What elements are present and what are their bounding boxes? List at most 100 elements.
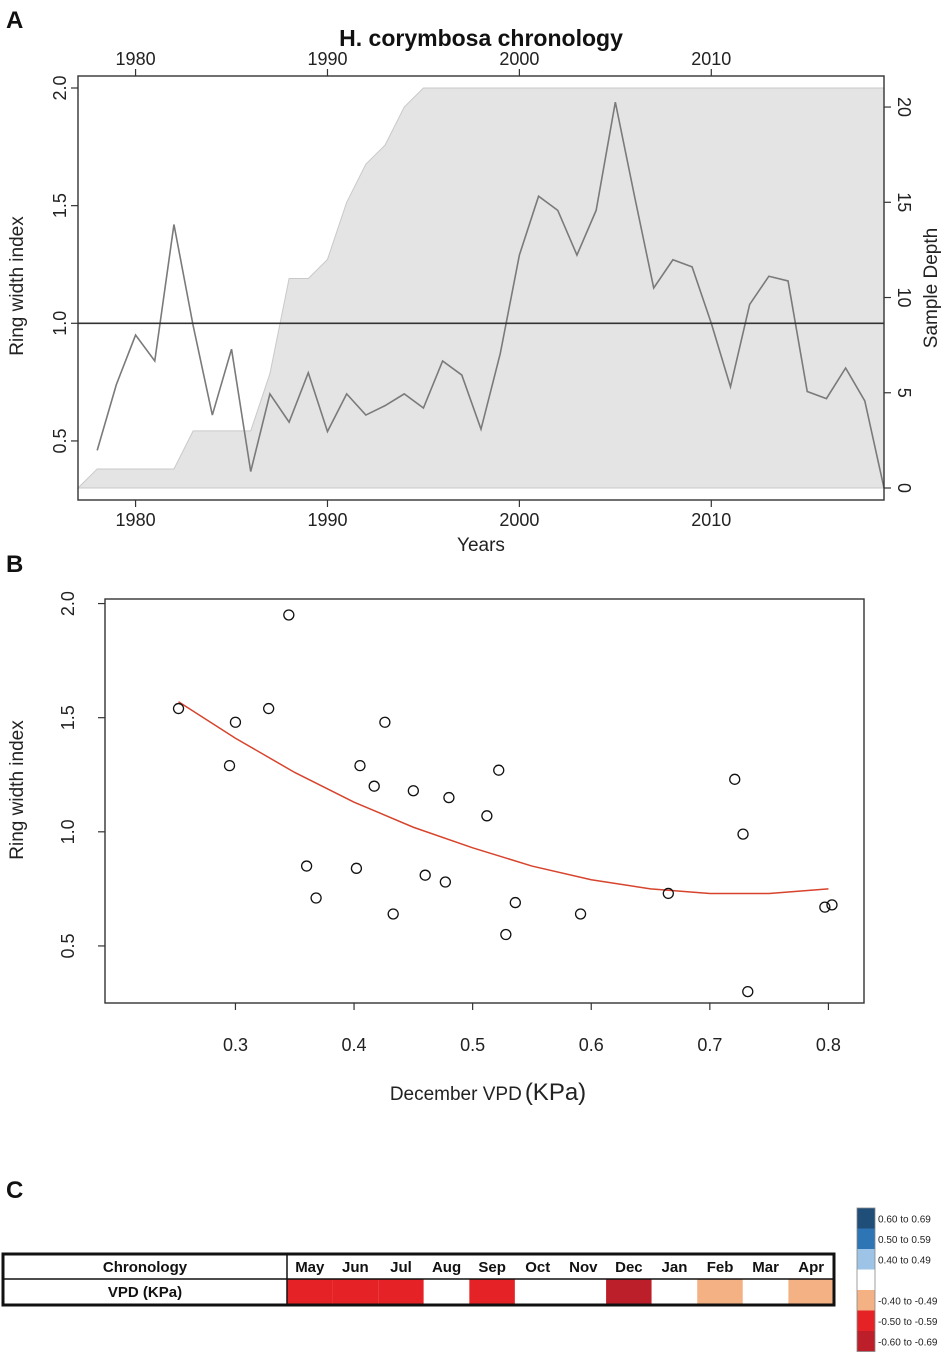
data-point	[500, 928, 512, 941]
panel-c-letter: C	[6, 1177, 23, 1204]
y-tick-label: 1.0	[58, 819, 78, 844]
data-point	[172, 702, 185, 715]
data-point	[283, 609, 295, 621]
vpd-cell	[423, 1279, 470, 1305]
vpd-cell	[469, 1279, 515, 1305]
data-point	[729, 773, 741, 785]
x-tick-label: 0.5	[460, 1035, 485, 1055]
y-axis-label: Ring width index	[7, 720, 28, 860]
y-tick-label: 0.5	[58, 933, 78, 958]
vpd-cell	[742, 1279, 789, 1305]
month-header: Apr	[798, 1259, 824, 1276]
month-header: Jul	[390, 1259, 412, 1276]
month-header: Mar	[752, 1259, 779, 1276]
legend-border	[856, 1207, 876, 1352]
chart-b-frame	[104, 598, 865, 1004]
x-tick-label: 0.6	[579, 1035, 604, 1055]
x-axis: 0.3 0.4 0.5 0.6 0.7 0.8	[223, 1003, 841, 1055]
color-legend: 0.60 to 0.69 0.50 to 0.59 0.40 to 0.49 -0.4…	[856, 1207, 938, 1352]
ring-width-series	[96, 101, 885, 489]
x-tick-label: 2010	[691, 510, 731, 530]
x-tick-label: 1990	[307, 510, 347, 530]
vpd-cell	[788, 1279, 834, 1305]
sample-depth-fill	[76, 87, 885, 489]
data-point	[379, 716, 391, 728]
ring-width-line	[96, 101, 885, 489]
legend-label: 0.50 to 0.59	[878, 1235, 931, 1246]
sample-depth-area	[76, 87, 885, 489]
panel-a: A H. corymbosa chronology 1980 1990 2000 20…	[6, 7, 942, 556]
month-header: Jan	[662, 1259, 688, 1276]
x-axis-bottom: 1980 1990 2000 2010	[116, 500, 731, 530]
legend-swatch	[857, 1249, 875, 1270]
y2-tick-label: 5	[894, 388, 914, 398]
x-axis-label: Years	[457, 535, 505, 556]
x-tick-label: 2000	[499, 510, 539, 530]
data-point	[443, 791, 455, 804]
month-header: Nov	[569, 1259, 598, 1276]
y-axis-label: Ring width index	[7, 216, 28, 356]
month-header: May	[295, 1259, 325, 1276]
month-header: Feb	[707, 1259, 734, 1276]
x-axis-top: 1980 1990 2000 2010	[116, 49, 731, 76]
data-point	[387, 908, 399, 920]
panel-b: B 0.3 0.4 0.5 0.6 0.7 0.8 0.5 1.0 1.5 2.0 Decemb…	[6, 551, 865, 1106]
scatter-points	[172, 609, 838, 998]
x-tick-label: 0.4	[342, 1035, 367, 1055]
y2-tick-label: 10	[894, 288, 914, 308]
data-point	[826, 899, 838, 911]
legend-swatch	[857, 1269, 875, 1290]
x-axis-label: December VPD (KPa)	[390, 1079, 586, 1106]
legend-label: -0.60 to -0.69	[878, 1337, 938, 1348]
vpd-cell	[606, 1279, 652, 1305]
vpd-cell	[287, 1279, 333, 1305]
x-tick-label: 0.7	[697, 1035, 722, 1055]
legend-swatch	[857, 1290, 875, 1311]
y2-tick-label: 15	[894, 192, 914, 212]
x-top-tick-label: 2010	[691, 49, 731, 69]
data-point	[350, 862, 363, 874]
legend-label: -0.50 to -0.59	[878, 1317, 938, 1328]
data-point	[300, 860, 313, 872]
data-point	[368, 780, 380, 792]
chart-a-frame	[77, 75, 885, 501]
data-point	[481, 810, 493, 822]
data-point	[419, 869, 431, 881]
vpd-cell	[651, 1279, 698, 1305]
panel-a-letter: A	[6, 7, 23, 34]
y-axis: 0.5 1.0 1.5 2.0	[58, 591, 105, 958]
vpd-cell	[560, 1279, 607, 1305]
legend-label: 0.40 to 0.49	[878, 1255, 931, 1266]
y2-tick-label: 20	[894, 97, 914, 117]
vpd-cell	[332, 1279, 379, 1305]
month-header: Aug	[432, 1259, 461, 1276]
month-header: Oct	[525, 1259, 550, 1276]
y-axis-left: 0.5 1.0 1.5 2.0	[50, 75, 78, 453]
data-point	[229, 716, 242, 728]
x-axis-label-unit: (KPa)	[525, 1079, 586, 1106]
y-tick-label: 0.5	[50, 428, 70, 453]
month-header: Sep	[478, 1259, 506, 1276]
data-point	[223, 759, 236, 772]
correlation-table: Chronology VPD (KPa) May Jun Jul Aug Sep Oct Nov…	[1, 1252, 836, 1307]
y2-tick-label: 0	[894, 483, 914, 493]
y-tick-label: 2.0	[58, 591, 78, 616]
legend-swatch	[857, 1331, 875, 1352]
y2-axis-label: Sample Depth	[921, 228, 942, 348]
vpd-cell	[697, 1279, 743, 1305]
fit-curve-line	[178, 701, 829, 895]
vpd-cell	[514, 1279, 561, 1305]
x-top-tick-label: 1990	[307, 49, 347, 69]
data-point	[407, 785, 419, 797]
fit-curve	[178, 701, 829, 895]
data-point	[662, 887, 674, 900]
table-row-label: VPD (KPa)	[108, 1284, 182, 1301]
y-tick-label: 2.0	[50, 75, 70, 100]
data-point	[439, 876, 452, 888]
y-tick-label: 1.0	[50, 311, 70, 336]
x-top-tick-label: 2000	[499, 49, 539, 69]
x-tick-label: 1980	[116, 510, 156, 530]
y-axis-right: 0 5 10 15 20	[884, 97, 914, 493]
legend-swatch	[857, 1310, 875, 1331]
